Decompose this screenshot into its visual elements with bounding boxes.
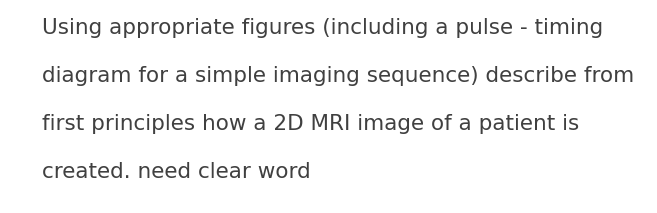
Text: Using appropriate figures (including a pulse - timing: Using appropriate figures (including a p… bbox=[42, 18, 603, 38]
Text: first principles how a 2D MRI image of a patient is: first principles how a 2D MRI image of a… bbox=[42, 114, 579, 134]
Text: diagram for a simple imaging sequence) describe from: diagram for a simple imaging sequence) d… bbox=[42, 66, 634, 86]
Text: created. need clear word: created. need clear word bbox=[42, 162, 311, 182]
